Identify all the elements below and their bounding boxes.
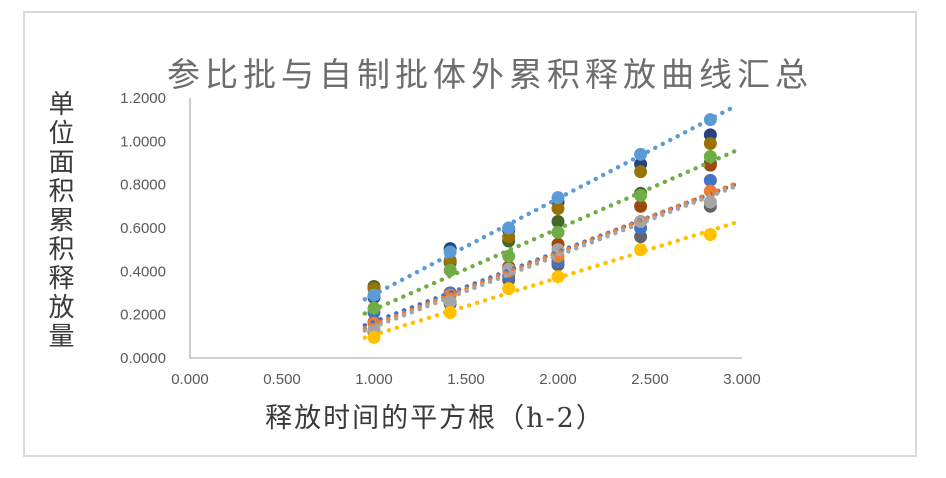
series-gray-point (443, 295, 457, 309)
x-tick-label: 0.000 (171, 371, 209, 388)
series-olive-point (703, 136, 717, 150)
x-tick-label: 1.500 (447, 371, 485, 388)
x-tick-label: 3.000 (723, 371, 761, 388)
x-tick-label: 0.500 (263, 371, 301, 388)
y-tick-label: 0.8000 (120, 177, 166, 194)
y-tick-label: 0.6000 (120, 220, 166, 237)
series-gray-point (703, 195, 717, 209)
x-tick-label: 1.000 (355, 371, 393, 388)
x-axis-title: 释放时间的平方根（h-2） (265, 403, 605, 434)
axis-lines (189, 98, 742, 359)
x-tick-label: 2.000 (539, 371, 577, 388)
series-yellow-point (367, 330, 381, 344)
series-dark-green-point (551, 214, 565, 228)
series-green-point (443, 263, 457, 277)
chart-frame (23, 11, 917, 457)
x-tick-label: 2.500 (631, 371, 669, 388)
series-green-point (703, 149, 717, 163)
series-green-point (551, 225, 565, 239)
series-olive-point (634, 165, 648, 179)
series-blue-trendline (362, 181, 739, 328)
series-yellow-point (703, 227, 717, 241)
y-tick-label: 0.2000 (120, 307, 166, 324)
series-blue-point (703, 173, 717, 187)
y-axis-title: 单位面积累积释放量 (44, 90, 74, 351)
series-yellow-point (502, 282, 516, 296)
chart-title: 参比批与自制批体外累积释放曲线汇总 (167, 55, 813, 94)
series-gray-trendline (362, 183, 739, 333)
y-tick-label: 0.0000 (120, 350, 166, 367)
y-tick-label: 0.4000 (120, 263, 166, 280)
series-brown-point (634, 199, 648, 213)
y-tick-label: 1.0000 (120, 133, 166, 150)
series-yellow-trendline (362, 220, 739, 340)
series-green-trendline (362, 148, 739, 316)
y-tick-label: 1.2000 (120, 90, 166, 107)
series-light-blue-trendline (362, 103, 739, 302)
series-olive-point (551, 201, 565, 215)
